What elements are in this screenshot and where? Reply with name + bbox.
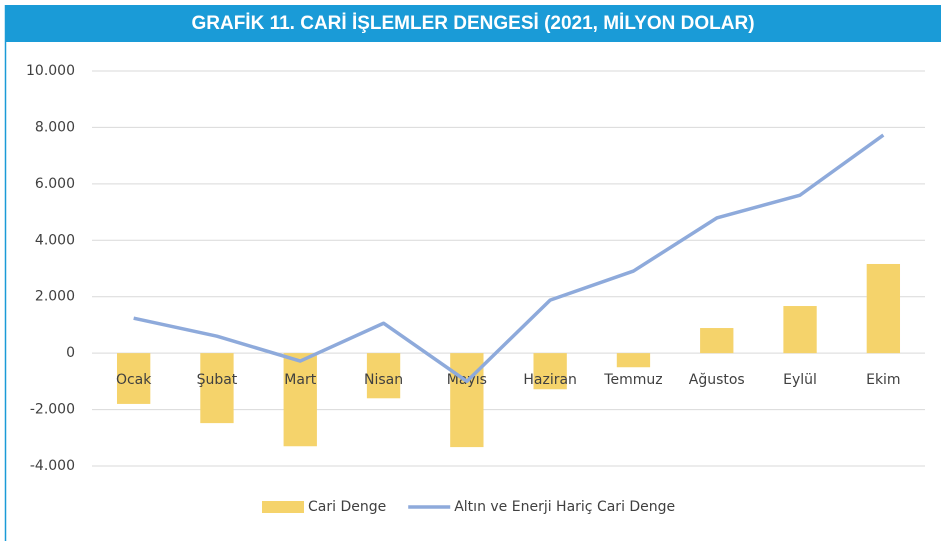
chart-title: GRAFİK 11. CARİ İŞLEMLER DENGESİ (2021, … [191,13,754,34]
y-tick-label: -4.000 [30,458,75,474]
y-tick-label: 4.000 [35,232,75,248]
y-tick-label: 6.000 [35,176,75,192]
bar [200,353,234,424]
bar [366,353,401,399]
title-banner [5,5,941,42]
frame [5,5,941,541]
x-tick-label: Nisan [364,372,403,388]
x-tick-label: Ağustos [689,372,745,388]
bar [700,328,734,354]
bar [866,263,901,354]
x-tick-label: Şubat [197,372,238,388]
bar [116,353,151,404]
y-tick-label: 0 [66,345,75,361]
legend-swatch [262,501,304,513]
x-tick-label: Temmuz [603,372,662,388]
legend-label: Altın ve Enerji Hariç Cari Denge [454,499,675,515]
bar [783,306,817,354]
legend-label: Cari Denge [308,499,386,515]
x-tick-label: Mart [284,372,316,388]
bar [283,353,317,447]
x-tick-label: Ekim [866,372,900,388]
y-tick-label: 2.000 [35,289,75,305]
x-tick-label: Eylül [783,372,817,388]
bar [616,353,651,368]
line [133,133,885,384]
bar [533,353,567,390]
y-tick-label: -2.000 [30,402,75,418]
y-tick-label: 10.000 [26,63,75,79]
x-tick-label: Haziran [523,372,577,388]
y-tick-label: 8.000 [35,119,75,135]
x-tick-label: Ocak [116,372,152,388]
bar [450,353,484,448]
